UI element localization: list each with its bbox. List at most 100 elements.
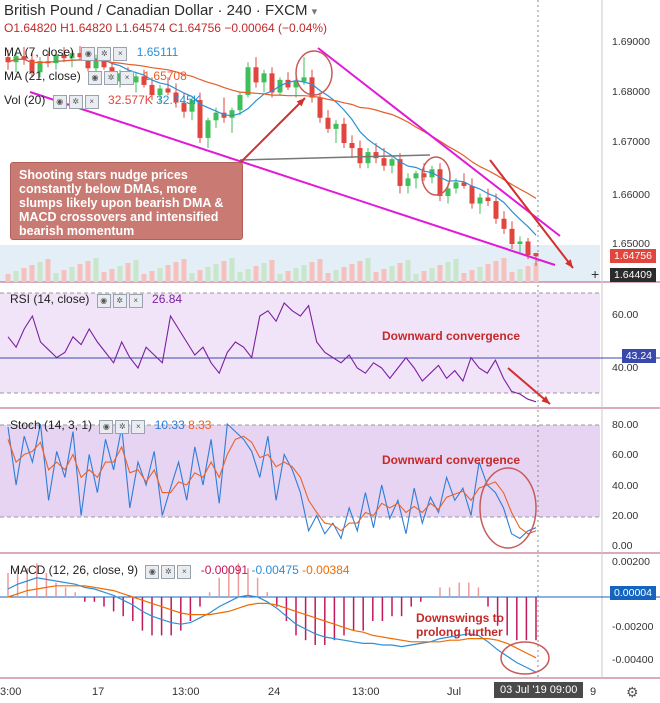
- stoch-circle: [479, 467, 537, 549]
- candle-body: [301, 77, 307, 82]
- candle-body: [253, 67, 259, 83]
- candle-body: [205, 120, 211, 138]
- volume-bar: [197, 270, 203, 282]
- candle-body: [285, 79, 291, 88]
- resistance-line: [239, 154, 431, 161]
- volume-bar: [317, 259, 323, 282]
- volume-bar: [237, 272, 243, 282]
- callout-arrow-head: [296, 98, 305, 107]
- low-value: 1.64574: [122, 21, 166, 35]
- macd-circle: [500, 641, 550, 675]
- candle-body: [373, 152, 379, 159]
- macd-note-line-2: prolong further: [416, 625, 503, 639]
- gear-icon: ✲: [112, 294, 127, 308]
- candle-body: [341, 123, 347, 143]
- rsi-legend[interactable]: RSI (14, close) ◉ ✲ × 26.84: [10, 292, 182, 308]
- legend-buttons[interactable]: ◉ ✲ ×: [88, 69, 136, 85]
- callout-arrow: [237, 97, 306, 166]
- ma21-value: 1.65708: [143, 69, 187, 84]
- volume-bar: [149, 271, 155, 282]
- last-price-tag: 1.64756: [610, 249, 656, 263]
- eye-icon: ◉: [99, 420, 114, 434]
- shooting-star-circle: [421, 156, 451, 196]
- rsi-tick: 40.00: [612, 362, 639, 374]
- volume-bar: [21, 268, 27, 282]
- volume-bar: [61, 270, 67, 282]
- volume-bar: [29, 265, 35, 282]
- price-tick: 1.67000: [612, 136, 650, 148]
- ma7-line: [7, 58, 537, 236]
- legend-buttons[interactable]: ◉ ✲ ×: [81, 45, 129, 61]
- rsi-note: Downward convergence: [382, 329, 521, 343]
- chevron-down-icon[interactable]: ▾: [311, 6, 318, 18]
- legend-buttons[interactable]: ◉ ✲ ×: [145, 563, 193, 579]
- legend-buttons[interactable]: ◉ ✲ ×: [52, 93, 101, 109]
- candle-body: [365, 152, 371, 164]
- volume-bar: [269, 260, 275, 282]
- volume-bar: [325, 273, 331, 282]
- candle-body: [245, 67, 251, 96]
- legend-buttons[interactable]: ◉ ✲ ×: [99, 418, 147, 434]
- candle-body: [477, 197, 483, 204]
- candle-body: [389, 159, 395, 166]
- volume-bar: [517, 269, 523, 282]
- volume-area: [0, 245, 600, 282]
- candle-body: [453, 182, 459, 189]
- candle-body: [413, 173, 419, 179]
- volume-bar: [405, 260, 411, 282]
- volume-bar: [349, 264, 355, 282]
- x-tick: 13:00: [172, 686, 200, 698]
- candle-body: [37, 61, 43, 73]
- stoch-legend[interactable]: Stoch (14, 3, 1) ◉ ✲ × 10.33 8.33: [10, 418, 211, 434]
- candle-body: [357, 148, 363, 164]
- macd-tick: 0.00200: [612, 556, 650, 568]
- eye-icon: ◉: [81, 47, 96, 61]
- rsi-tag: 43.24: [621, 349, 656, 363]
- volume-bar: [413, 274, 419, 282]
- candle-body: [509, 228, 515, 244]
- volume-bar: [13, 271, 19, 282]
- vol-legend[interactable]: Vol (20) ◉ ✲ × 32.577K 32.745K: [4, 93, 201, 109]
- eye-icon: ◉: [52, 95, 67, 109]
- vol-value-2: 32.745K: [156, 93, 201, 108]
- ohlc-readout: O1.64820 H1.64820 L1.64574 C1.64756 −0.0…: [4, 21, 328, 35]
- volume-bar: [301, 265, 307, 282]
- volume-bar: [493, 261, 499, 282]
- volume-bar: [469, 270, 475, 282]
- volume-bar: [125, 263, 131, 282]
- volume-bar: [445, 262, 451, 282]
- volume-bar: [509, 272, 515, 282]
- ma7-legend[interactable]: MA (7, close) ◉ ✲ × 1.65111: [4, 45, 178, 61]
- gear-icon: ✲: [97, 47, 112, 61]
- candle-body: [349, 143, 355, 149]
- candle-body: [269, 73, 275, 93]
- candle-body: [493, 201, 499, 219]
- macd-signal-line: [7, 585, 537, 659]
- volume-bar: [477, 267, 483, 282]
- gear-icon: ✲: [115, 420, 130, 434]
- stoch-tick: 0.00: [612, 540, 633, 552]
- volume-bar: [69, 267, 75, 282]
- x-tick: Jul: [447, 686, 462, 698]
- volume-bar: [381, 269, 387, 282]
- price-down-arrow: [489, 159, 574, 269]
- ma21-label: MA (21, close): [4, 69, 81, 84]
- close-value: 1.64756: [177, 21, 221, 35]
- vol-value-1: 32.577K: [108, 93, 153, 108]
- candle-body: [189, 100, 195, 112]
- macd-legend[interactable]: MACD (12, 26, close, 9) ◉ ✲ × -0.00091 -0.…: [10, 563, 350, 579]
- rsi-band: [0, 293, 600, 393]
- candle-body: [77, 53, 83, 58]
- settings-gear-icon[interactable]: ⚙: [626, 684, 639, 700]
- candle-body: [381, 158, 387, 166]
- open-value: 1.64820: [13, 21, 57, 35]
- volume-bar: [533, 263, 539, 282]
- gear-icon: ✲: [104, 71, 119, 85]
- stoch-tick: 20.00: [612, 510, 639, 522]
- volume-bar: [485, 264, 491, 282]
- legend-buttons[interactable]: ◉ ✲ ×: [96, 292, 145, 308]
- x-tick: 13:00: [352, 686, 380, 698]
- volume-bar: [285, 271, 291, 282]
- ma21-legend[interactable]: MA (21, close) ◉ ✲ × 1.65708: [4, 69, 187, 85]
